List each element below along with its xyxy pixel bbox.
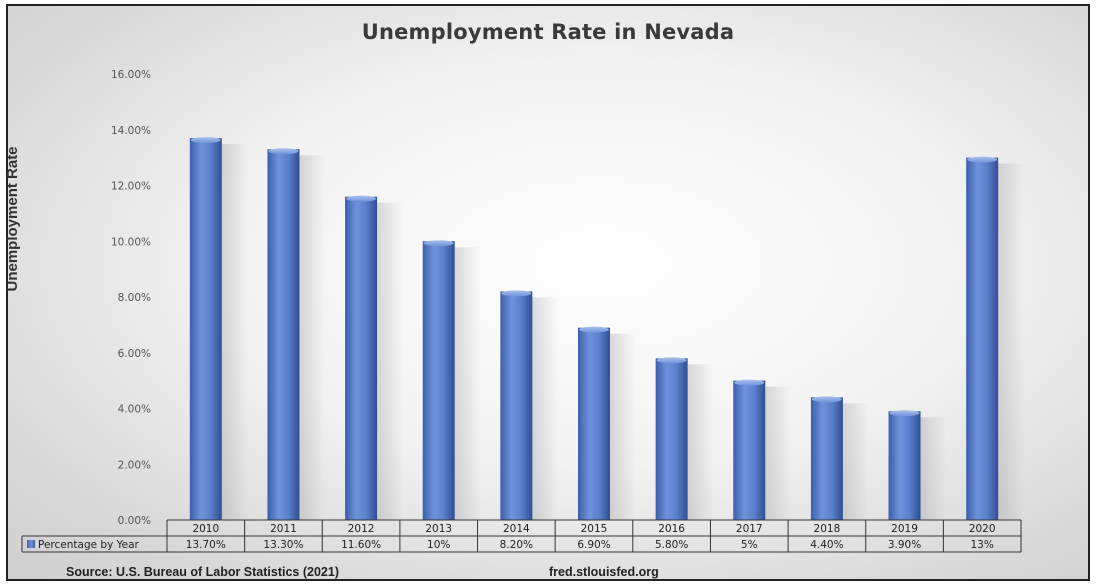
y-tick-label: 0.00%: [118, 515, 151, 527]
data-label: 13.30%: [263, 539, 303, 551]
bar-cap: [734, 379, 765, 386]
x-tick-label: 2019: [891, 523, 918, 535]
x-tick-label: 2014: [503, 523, 530, 535]
bar: [189, 138, 222, 521]
bar-shadow: [299, 155, 326, 520]
x-tick-label: 2017: [736, 523, 763, 535]
bar-cap: [501, 290, 532, 297]
data-label: 5%: [741, 539, 758, 551]
bar: [267, 149, 300, 520]
bar: [733, 380, 766, 520]
bar: [655, 358, 688, 520]
y-tick-label: 10.00%: [111, 236, 151, 248]
data-label: 10%: [427, 539, 450, 551]
bar-shadow: [454, 247, 481, 520]
data-label: 13%: [971, 539, 994, 551]
bar-shadow: [998, 163, 1025, 520]
bar: [345, 196, 378, 520]
y-tick-label: 16.00%: [111, 69, 151, 81]
chart-title: Unemployment Rate in Nevada: [361, 20, 735, 44]
y-tick-label: 14.00%: [111, 125, 151, 137]
x-tick-label: 2010: [192, 523, 219, 535]
bar: [500, 291, 533, 520]
data-label: 11.60%: [341, 539, 381, 551]
data-label: 8.20%: [500, 539, 533, 551]
bar-cap: [423, 240, 454, 247]
bar-shadow: [842, 403, 869, 520]
bar-cap: [579, 326, 609, 333]
bar: [578, 327, 610, 520]
legend-key: [27, 540, 35, 548]
bar-cap: [811, 396, 842, 403]
bar-shadow: [920, 417, 947, 520]
x-tick-label: 2015: [581, 523, 608, 535]
bar-shadow: [377, 202, 404, 520]
bar-shadow: [532, 297, 559, 520]
x-tick-label: 2016: [658, 523, 685, 535]
x-tick-label: 2020: [969, 523, 996, 535]
y-tick-label: 6.00%: [118, 348, 151, 360]
x-tick-label: 2012: [348, 523, 375, 535]
bar-cap: [190, 137, 221, 144]
y-tick-label: 4.00%: [118, 404, 151, 416]
data-label: 3.90%: [888, 539, 921, 551]
bar-cap: [967, 156, 998, 163]
x-tick-label: 2013: [425, 523, 452, 535]
bar: [966, 157, 999, 520]
bar-shadow: [687, 364, 714, 520]
bar-cap: [268, 148, 299, 155]
source-note: Source: U.S. Bureau of Labor Statistics …: [66, 565, 339, 579]
site-note: fred.stlouisfed.org: [549, 565, 659, 579]
bar-shadow: [221, 144, 248, 521]
bar-cap: [346, 195, 377, 202]
data-label: 13.70%: [186, 539, 226, 551]
data-label: 4.40%: [810, 539, 843, 551]
bar-cap: [656, 357, 687, 364]
y-tick-label: 2.00%: [118, 459, 151, 471]
x-tick-label: 2018: [814, 523, 841, 535]
y-tick-label: 12.00%: [111, 181, 151, 193]
data-label: 6.90%: [577, 539, 610, 551]
legend-series-name: Percentage by Year: [38, 539, 140, 551]
bar-shadow: [765, 386, 792, 520]
bar: [422, 241, 455, 520]
bar: [888, 411, 921, 520]
y-tick-label: 8.00%: [118, 292, 151, 304]
x-tick-label: 2011: [270, 523, 297, 535]
bar-shadow: [610, 333, 636, 520]
bar-cap: [889, 410, 920, 417]
bar: [810, 397, 843, 520]
data-label: 5.80%: [655, 539, 688, 551]
